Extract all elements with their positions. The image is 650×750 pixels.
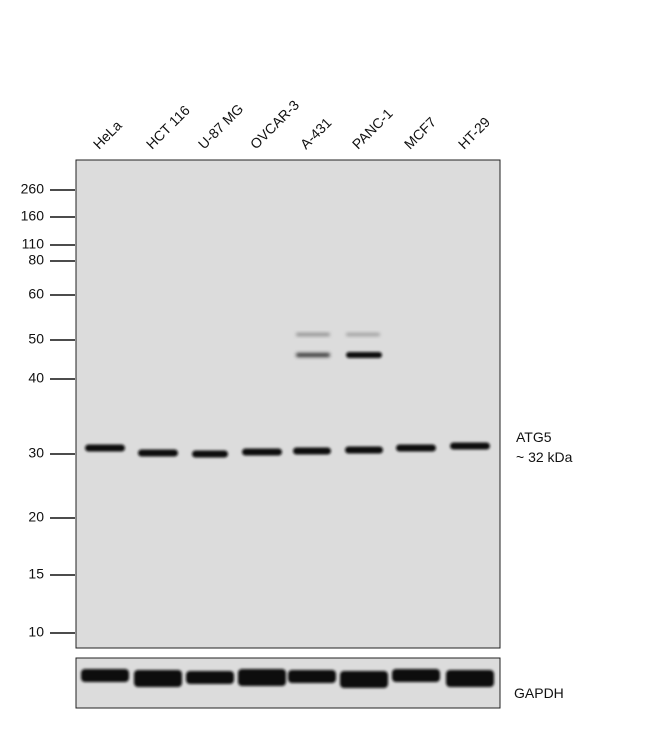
target-size: ~ 32 kDa [516,449,573,465]
lane-label: HT-29 [455,114,493,152]
faint-band [346,333,380,336]
gapdh-band [81,669,129,682]
gapdh-band [340,671,388,688]
blot-main [75,159,501,649]
marker-label: 30 [28,445,44,461]
extra-band [296,353,330,357]
marker-label: 60 [28,286,44,302]
lane-label: U-87 MG [195,101,246,152]
atg5-band [450,442,490,450]
lane-label: HCT 116 [143,102,193,152]
marker-label: 15 [28,566,44,582]
extra-band [346,352,382,358]
gapdh-band [392,669,440,682]
gapdh-band [134,670,182,687]
atg5-band [345,446,383,454]
marker-label: 10 [28,624,44,640]
lane-label: OVCAR-3 [247,97,302,152]
marker-label: 20 [28,509,44,525]
loading-control-label: GAPDH [514,685,564,701]
marker-label: 50 [28,331,44,347]
marker-label: 160 [21,208,45,224]
target-name: ATG5 [516,429,552,445]
lane-label: A-431 [297,114,335,152]
atg5-band [293,447,331,455]
faint-band [296,333,330,336]
gapdh-band [288,670,336,683]
gapdh-band [186,671,234,684]
atg5-band [192,450,228,458]
atg5-band [242,448,282,456]
marker-label: 260 [21,181,45,197]
bands [81,333,494,688]
atg5-band [396,444,436,452]
gapdh-band [238,669,286,686]
lane-label: MCF7 [401,114,439,152]
lane-label: HeLa [90,117,125,152]
lane-labels: HeLa HCT 116 U-87 MG OVCAR-3A-431 PANC-1 MCF7… [90,97,493,152]
atg5-band [138,449,178,457]
lane-label: PANC-1 [349,105,396,152]
atg5-band [85,444,125,452]
marker-label: 110 [22,236,45,252]
marker-label: 80 [28,252,44,268]
marker-label: 40 [28,370,44,386]
gapdh-band [446,670,494,687]
